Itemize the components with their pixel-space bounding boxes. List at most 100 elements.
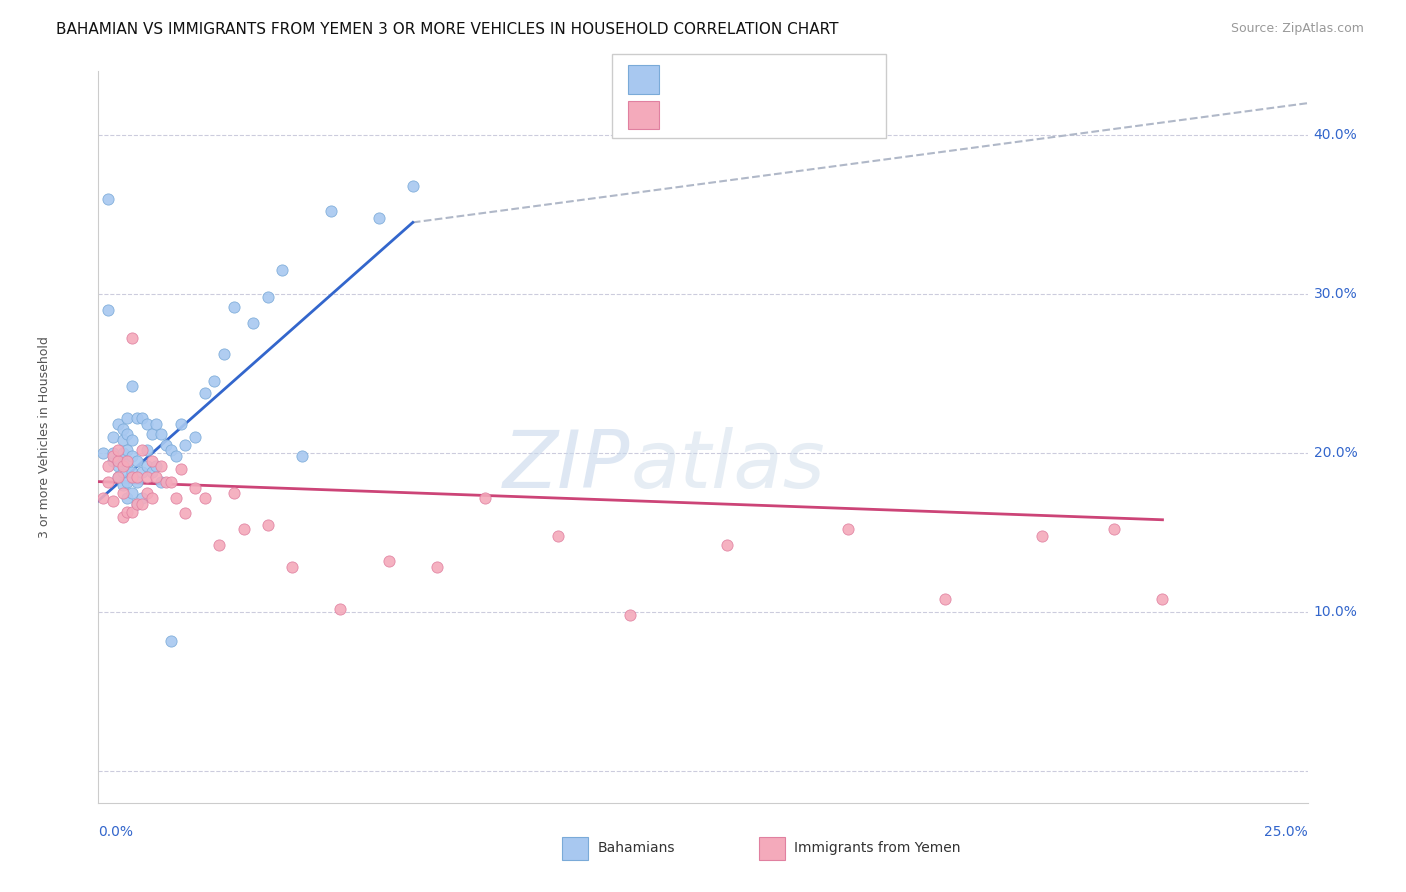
Point: [107, 470, 129, 484]
Point: [155, 438, 177, 452]
Point: [145, 417, 167, 432]
Point: [117, 411, 139, 425]
Point: [117, 457, 139, 471]
Point: [131, 497, 153, 511]
Text: ZIP: ZIP: [503, 427, 630, 506]
Point: [160, 475, 183, 489]
Point: [127, 454, 149, 468]
Point: [160, 633, 183, 648]
Point: [97, 302, 120, 317]
Point: [117, 426, 139, 441]
Point: [150, 426, 173, 441]
Point: [271, 263, 294, 277]
Point: [127, 475, 149, 489]
Point: [117, 475, 139, 489]
Point: [107, 442, 129, 457]
Point: [131, 442, 153, 457]
Text: 3 or more Vehicles in Household: 3 or more Vehicles in Household: [38, 336, 51, 538]
Point: [135, 485, 157, 500]
Point: [837, 522, 859, 536]
Text: 0.0%: 0.0%: [98, 825, 134, 839]
Text: 10.0%: 10.0%: [1313, 605, 1358, 619]
Point: [91, 491, 114, 505]
Point: [402, 178, 425, 193]
Point: [101, 430, 124, 444]
Point: [208, 538, 231, 552]
Point: [91, 446, 114, 460]
Point: [184, 481, 207, 495]
Point: [121, 485, 143, 500]
Point: [281, 560, 304, 574]
Point: [117, 505, 139, 519]
Text: R =   0.351  N =  61: R = 0.351 N = 61: [671, 72, 810, 87]
Point: [121, 449, 143, 463]
Point: [101, 493, 124, 508]
Text: 30.0%: 30.0%: [1313, 287, 1357, 301]
Point: [141, 426, 163, 441]
Text: atlas: atlas: [630, 427, 825, 506]
Text: Source: ZipAtlas.com: Source: ZipAtlas.com: [1230, 22, 1364, 36]
Text: R = -0.086  N = 50: R = -0.086 N = 50: [671, 108, 803, 122]
Point: [141, 465, 163, 479]
Point: [204, 375, 226, 389]
Point: [135, 417, 157, 432]
Point: [160, 442, 183, 457]
Point: [212, 347, 235, 361]
Text: Immigrants from Yemen: Immigrants from Yemen: [794, 841, 960, 855]
Point: [141, 491, 163, 505]
Point: [127, 411, 149, 425]
Point: [232, 522, 254, 536]
Point: [934, 592, 956, 607]
Point: [329, 602, 352, 616]
Point: [97, 458, 120, 473]
Point: [107, 470, 129, 484]
Text: 25.0%: 25.0%: [1264, 825, 1308, 839]
Point: [111, 485, 134, 500]
Point: [131, 465, 153, 479]
Point: [256, 517, 278, 532]
Point: [716, 538, 738, 552]
Point: [121, 379, 143, 393]
Point: [1102, 522, 1125, 536]
Point: [111, 477, 134, 491]
Point: [165, 491, 187, 505]
Point: [111, 422, 134, 436]
Point: [107, 417, 129, 432]
Point: [474, 491, 496, 505]
Point: [194, 491, 217, 505]
Point: [222, 485, 245, 500]
Point: [111, 446, 134, 460]
Point: [169, 462, 191, 476]
Point: [101, 454, 124, 468]
Text: BAHAMIAN VS IMMIGRANTS FROM YEMEN 3 OR MORE VEHICLES IN HOUSEHOLD CORRELATION CH: BAHAMIAN VS IMMIGRANTS FROM YEMEN 3 OR M…: [56, 22, 839, 37]
Point: [107, 454, 129, 468]
Point: [111, 457, 134, 471]
Point: [290, 449, 312, 463]
Point: [127, 497, 149, 511]
Point: [135, 458, 157, 473]
Point: [222, 300, 245, 314]
Point: [101, 446, 124, 460]
Point: [107, 458, 129, 473]
Point: [141, 454, 163, 468]
Point: [1031, 529, 1053, 543]
Point: [368, 211, 391, 225]
Text: 40.0%: 40.0%: [1313, 128, 1357, 142]
Point: [97, 475, 120, 489]
Point: [426, 560, 449, 574]
Point: [97, 192, 120, 206]
Point: [145, 470, 167, 484]
Point: [150, 458, 173, 473]
Point: [117, 454, 139, 468]
Point: [319, 204, 342, 219]
Text: Bahamians: Bahamians: [598, 841, 675, 855]
Point: [117, 442, 139, 457]
Point: [111, 465, 134, 479]
Point: [169, 417, 191, 432]
Point: [150, 475, 173, 489]
Point: [111, 434, 134, 448]
Point: [174, 507, 197, 521]
Point: [121, 505, 143, 519]
Point: [117, 491, 139, 505]
Point: [101, 449, 124, 463]
